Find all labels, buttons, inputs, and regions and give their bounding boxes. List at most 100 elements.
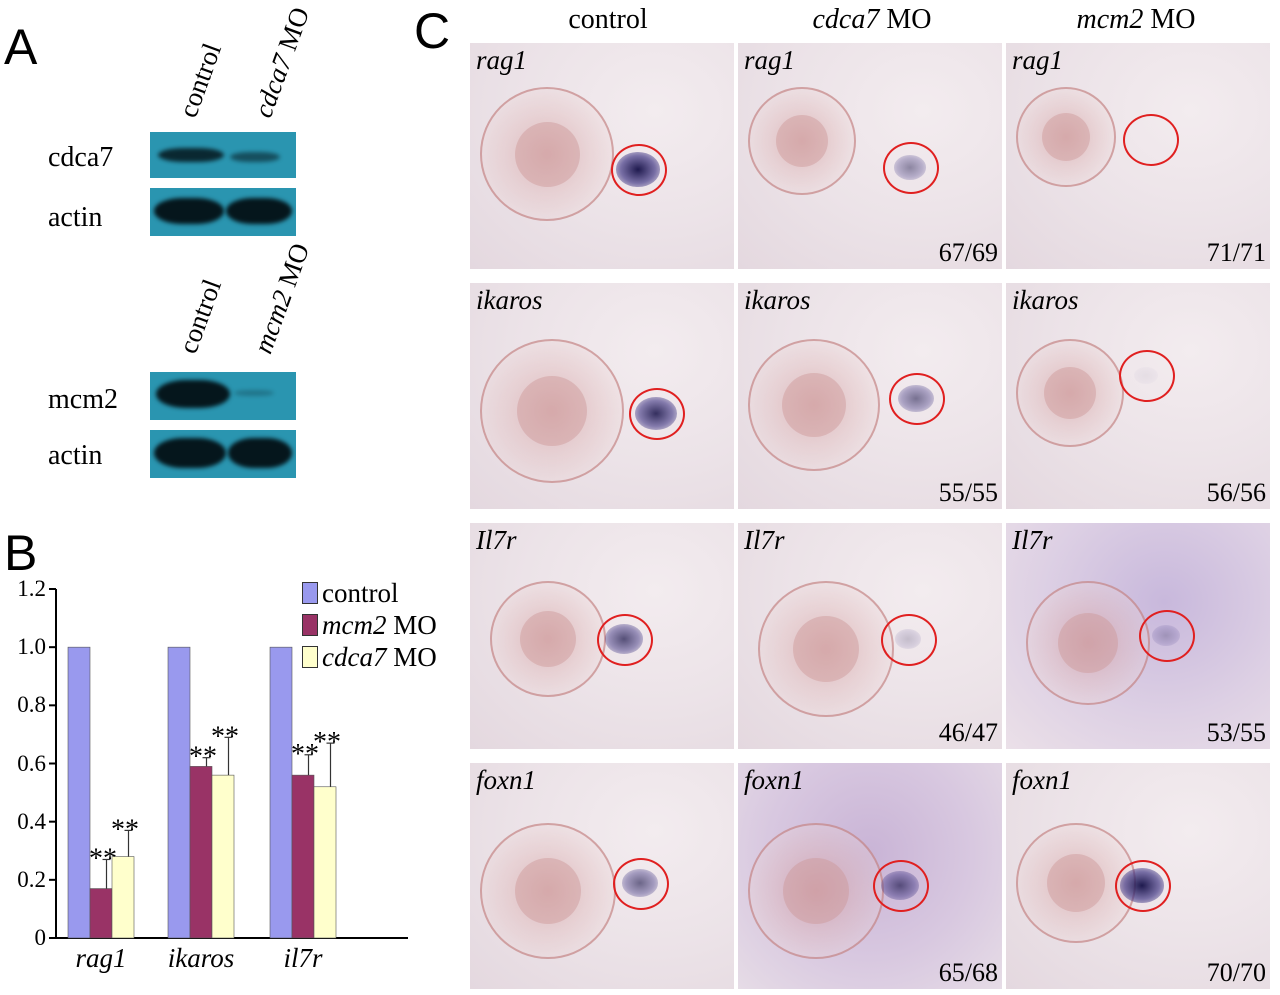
significance-mark: ** [189, 742, 217, 773]
eye [748, 87, 856, 195]
legend-mcm2: mcm2 MO [302, 612, 437, 639]
tile-count-label: 71/71 [1206, 238, 1266, 267]
tile-count-label: 55/55 [938, 478, 998, 507]
thymus-circle [1119, 350, 1175, 402]
bar-rag1-2 [111, 856, 135, 939]
tile-count-label: 56/56 [1206, 478, 1266, 507]
thymus-circle [889, 373, 945, 425]
thymus-circle [1123, 114, 1179, 166]
bar-il7r-1 [291, 774, 315, 939]
header-cdca7: cdca7 MO [812, 4, 932, 35]
eye [480, 339, 624, 483]
in-situ-image-rag1-1: rag1 67/69 [738, 43, 1002, 269]
header-control: control [568, 4, 648, 35]
tile-gene-label: foxn1 [476, 765, 536, 795]
bar-ikaros-2 [211, 774, 235, 939]
tile-count-label: 65/68 [938, 958, 998, 987]
legend-cdca7: cdca7 MO [302, 644, 437, 671]
tile-gene-label: foxn1 [744, 765, 804, 795]
thymus-circle [1139, 610, 1195, 662]
eye-lens [782, 373, 846, 437]
tile-gene-label: rag1 [1012, 45, 1064, 75]
bar-rag1-0 [67, 646, 91, 939]
blot1-row-actin: actin [48, 202, 103, 233]
blot2-row-mcm2: mcm2 [48, 384, 118, 415]
thymus-circle [883, 142, 939, 194]
category-label-ikaros: ikaros [167, 943, 235, 973]
y-tick-label: 0.8 [17, 692, 46, 718]
legend-swatch-mcm2 [302, 614, 318, 636]
eye-lens [793, 616, 859, 682]
panel-c-letter: C [414, 3, 451, 59]
blot1-actin-blot [150, 188, 296, 236]
eye-lens [514, 121, 580, 187]
eye-lens [783, 858, 849, 924]
tile-gene-label: ikaros [744, 285, 811, 315]
thymus-circle [1115, 860, 1171, 912]
legend-swatch-control [302, 582, 318, 604]
eye [1016, 87, 1116, 187]
blot1-row-cdca7: cdca7 [48, 142, 114, 173]
eye [1026, 581, 1150, 705]
in-situ-image-foxn1-0: foxn1 [470, 763, 734, 989]
thymus-circle [611, 144, 667, 196]
y-tick-label: 0.2 [17, 866, 46, 892]
significance-mark: ** [211, 721, 239, 752]
in-situ-image-Il7r-1: Il7r 46/47 [738, 523, 1002, 749]
blot2-mcm2-blot [150, 372, 296, 420]
eye [758, 581, 894, 717]
eye-lens [1042, 113, 1090, 161]
tile-gene-label: rag1 [744, 45, 796, 75]
tile-gene-label: ikaros [1012, 285, 1079, 315]
eye [480, 823, 616, 959]
in-situ-image-Il7r-0: Il7r [470, 523, 734, 749]
significance-mark: ** [313, 727, 341, 758]
thymus-circle [629, 388, 685, 440]
eye [1016, 339, 1124, 447]
bar-ikaros-1 [189, 766, 213, 939]
tile-gene-label: foxn1 [1012, 765, 1072, 795]
bar-il7r-2 [313, 786, 337, 939]
in-situ-image-foxn1-1: foxn1 65/68 [738, 763, 1002, 989]
bar-rag1-1 [89, 888, 113, 939]
eye-lens [1047, 854, 1105, 912]
y-tick-label: 1.0 [17, 634, 46, 660]
significance-mark: ** [291, 739, 319, 770]
blot2-actin-blot [150, 430, 296, 478]
panel-b-letter: B [4, 525, 38, 581]
thymus-circle [613, 858, 669, 910]
thymus-circle [881, 614, 937, 666]
eye-lens [1058, 613, 1118, 673]
tile-count-label: 67/69 [938, 238, 998, 267]
tile-gene-label: Il7r [1012, 525, 1053, 555]
in-situ-image-Il7r-2: Il7r 53/55 [1006, 523, 1270, 749]
blot2-row-actin: actin [48, 440, 103, 471]
eye-lens [515, 858, 581, 924]
eye [748, 823, 884, 959]
blot1-cdca7-blot [150, 132, 296, 178]
thymus-circle [597, 614, 653, 666]
legend-swatch-cdca7 [302, 646, 318, 668]
y-tick-label: 0 [34, 925, 47, 950]
eye-lens [776, 115, 828, 167]
header-mcm2: mcm2 MO [1076, 4, 1196, 35]
eye-lens [517, 376, 587, 446]
tile-count-label: 70/70 [1206, 958, 1266, 987]
in-situ-image-ikaros-1: ikaros 55/55 [738, 283, 1002, 509]
eye [490, 581, 606, 697]
tile-count-label: 53/55 [1206, 718, 1266, 747]
in-situ-image-ikaros-2: ikaros 56/56 [1006, 283, 1270, 509]
eye-lens [520, 611, 576, 667]
panel-a-letter: A [4, 19, 38, 75]
y-tick-label: 0.6 [17, 750, 46, 776]
in-situ-image-foxn1-2: foxn1 70/70 [1006, 763, 1270, 989]
eye [748, 339, 880, 471]
bar-ikaros-0 [167, 646, 191, 939]
tile-gene-label: rag1 [476, 45, 528, 75]
bar-il7r-0 [269, 646, 293, 939]
in-situ-image-rag1-0: rag1 [470, 43, 734, 269]
in-situ-image-rag1-2: rag1 71/71 [1006, 43, 1270, 269]
tile-gene-label: ikaros [476, 285, 543, 315]
y-tick-label: 1.2 [17, 576, 46, 601]
